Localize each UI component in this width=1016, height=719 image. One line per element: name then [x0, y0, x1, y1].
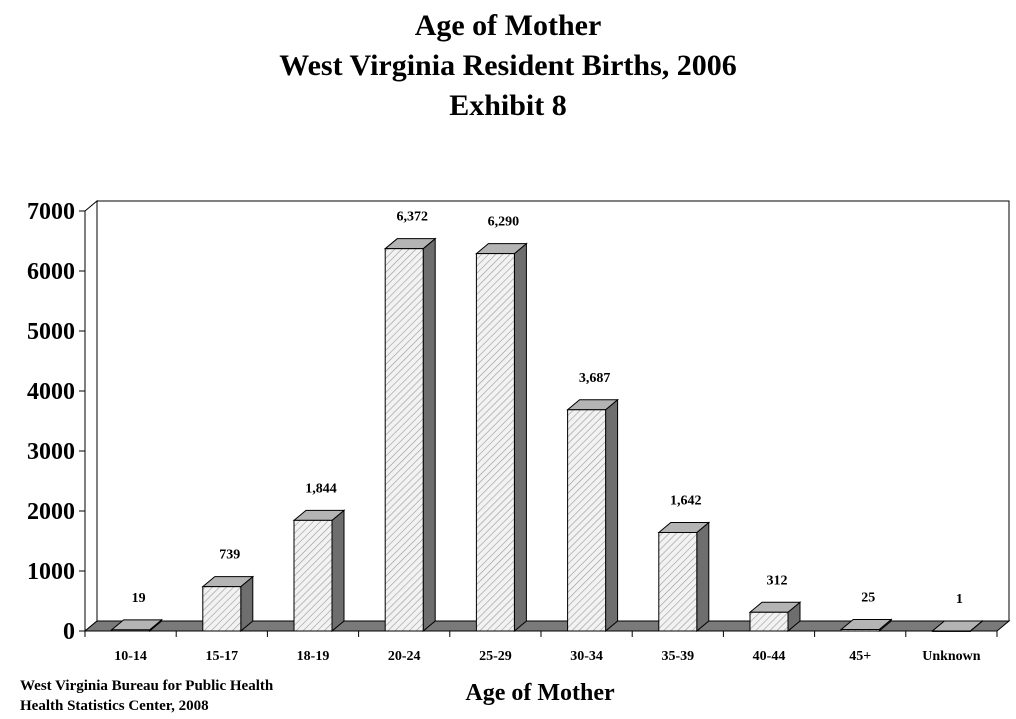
- x-axis: 10-14 15-17 18-19 20-24 25-29 30-34 35-39 40-44…: [84, 631, 998, 664]
- x-tick-label: Unknown: [922, 649, 981, 664]
- y-tick-label: 0: [63, 619, 75, 645]
- title-line-1: Age of Mother: [414, 9, 602, 42]
- title-line-2: West Virginia Resident Births, 2006: [279, 49, 737, 82]
- bar: [657, 521, 711, 633]
- x-tick-label: 35-39: [661, 649, 694, 664]
- data-labels: 19 739 1,844 6,372 6,290 3,687 1,642 312 25 1: [132, 210, 963, 607]
- x-tick-label: 15-17: [205, 649, 238, 664]
- bar-front: [475, 253, 515, 632]
- bar: [566, 398, 619, 633]
- y-tick-label: 3000: [27, 439, 75, 465]
- data-label: 6,290: [488, 215, 520, 230]
- data-label: 3,687: [579, 371, 611, 386]
- bar: [201, 575, 255, 633]
- title-line-3: Exhibit 8: [449, 89, 567, 122]
- x-tick-label: 40-44: [753, 649, 786, 664]
- data-label: 6,372: [396, 210, 428, 225]
- bar-front: [111, 629, 151, 632]
- source-line-1: West Virginia Bureau for Public Health: [20, 678, 274, 694]
- data-label: 312: [767, 573, 788, 588]
- y-tick-label: 6000: [27, 259, 75, 285]
- bars: [110, 237, 984, 633]
- data-label: 25: [861, 591, 875, 606]
- bar-front: [749, 611, 789, 632]
- side-wall: [84, 199, 98, 633]
- bar: [839, 618, 893, 633]
- bar: [475, 242, 528, 633]
- bar-side: [696, 521, 710, 633]
- bar: [748, 601, 802, 633]
- x-tick-label: 20-24: [388, 649, 421, 664]
- x-tick-label: 25-29: [479, 649, 512, 664]
- y-axis: 0 1000 2000 3000 4000 5000 6000 7000: [27, 199, 86, 645]
- bar-front: [658, 531, 698, 632]
- data-label: 739: [219, 548, 240, 563]
- x-tick-label: 30-34: [570, 649, 603, 664]
- y-tick-label: 5000: [27, 319, 75, 345]
- bar: [383, 237, 437, 633]
- x-tick-label: 18-19: [297, 649, 330, 664]
- bar-side: [422, 237, 436, 633]
- bar: [292, 509, 346, 633]
- data-label: 19: [132, 591, 146, 606]
- data-label: 1,642: [670, 493, 702, 508]
- bar-front: [293, 519, 333, 632]
- x-axis-title: Age of Mother: [465, 680, 615, 706]
- bar-front: [840, 629, 880, 632]
- bar: [110, 618, 163, 633]
- bar-front: [567, 409, 607, 632]
- y-tick-label: 4000: [27, 379, 75, 405]
- bar-side: [331, 509, 345, 633]
- source-line-2: Health Statistics Center, 2008: [20, 698, 209, 714]
- plot-frame: [84, 199, 1010, 633]
- y-tick-label: 1000: [27, 559, 75, 585]
- bar-front: [202, 586, 242, 632]
- bar-front: [384, 248, 424, 632]
- bar-side: [605, 398, 619, 633]
- bar-side: [513, 242, 527, 633]
- y-tick-label: 7000: [27, 199, 75, 225]
- y-tick-label: 2000: [27, 499, 75, 525]
- source-note: West Virginia Bureau for Public Health H…: [20, 676, 273, 716]
- bar-front: [931, 630, 971, 632]
- x-tick-label: 45+: [849, 649, 871, 664]
- chart-title: Age of Mother West Virginia Resident Bir…: [0, 6, 1016, 126]
- x-tick-label: 10-14: [114, 649, 147, 664]
- bar: [931, 619, 984, 633]
- data-label: 1,844: [305, 481, 337, 496]
- data-label: 1: [956, 592, 963, 607]
